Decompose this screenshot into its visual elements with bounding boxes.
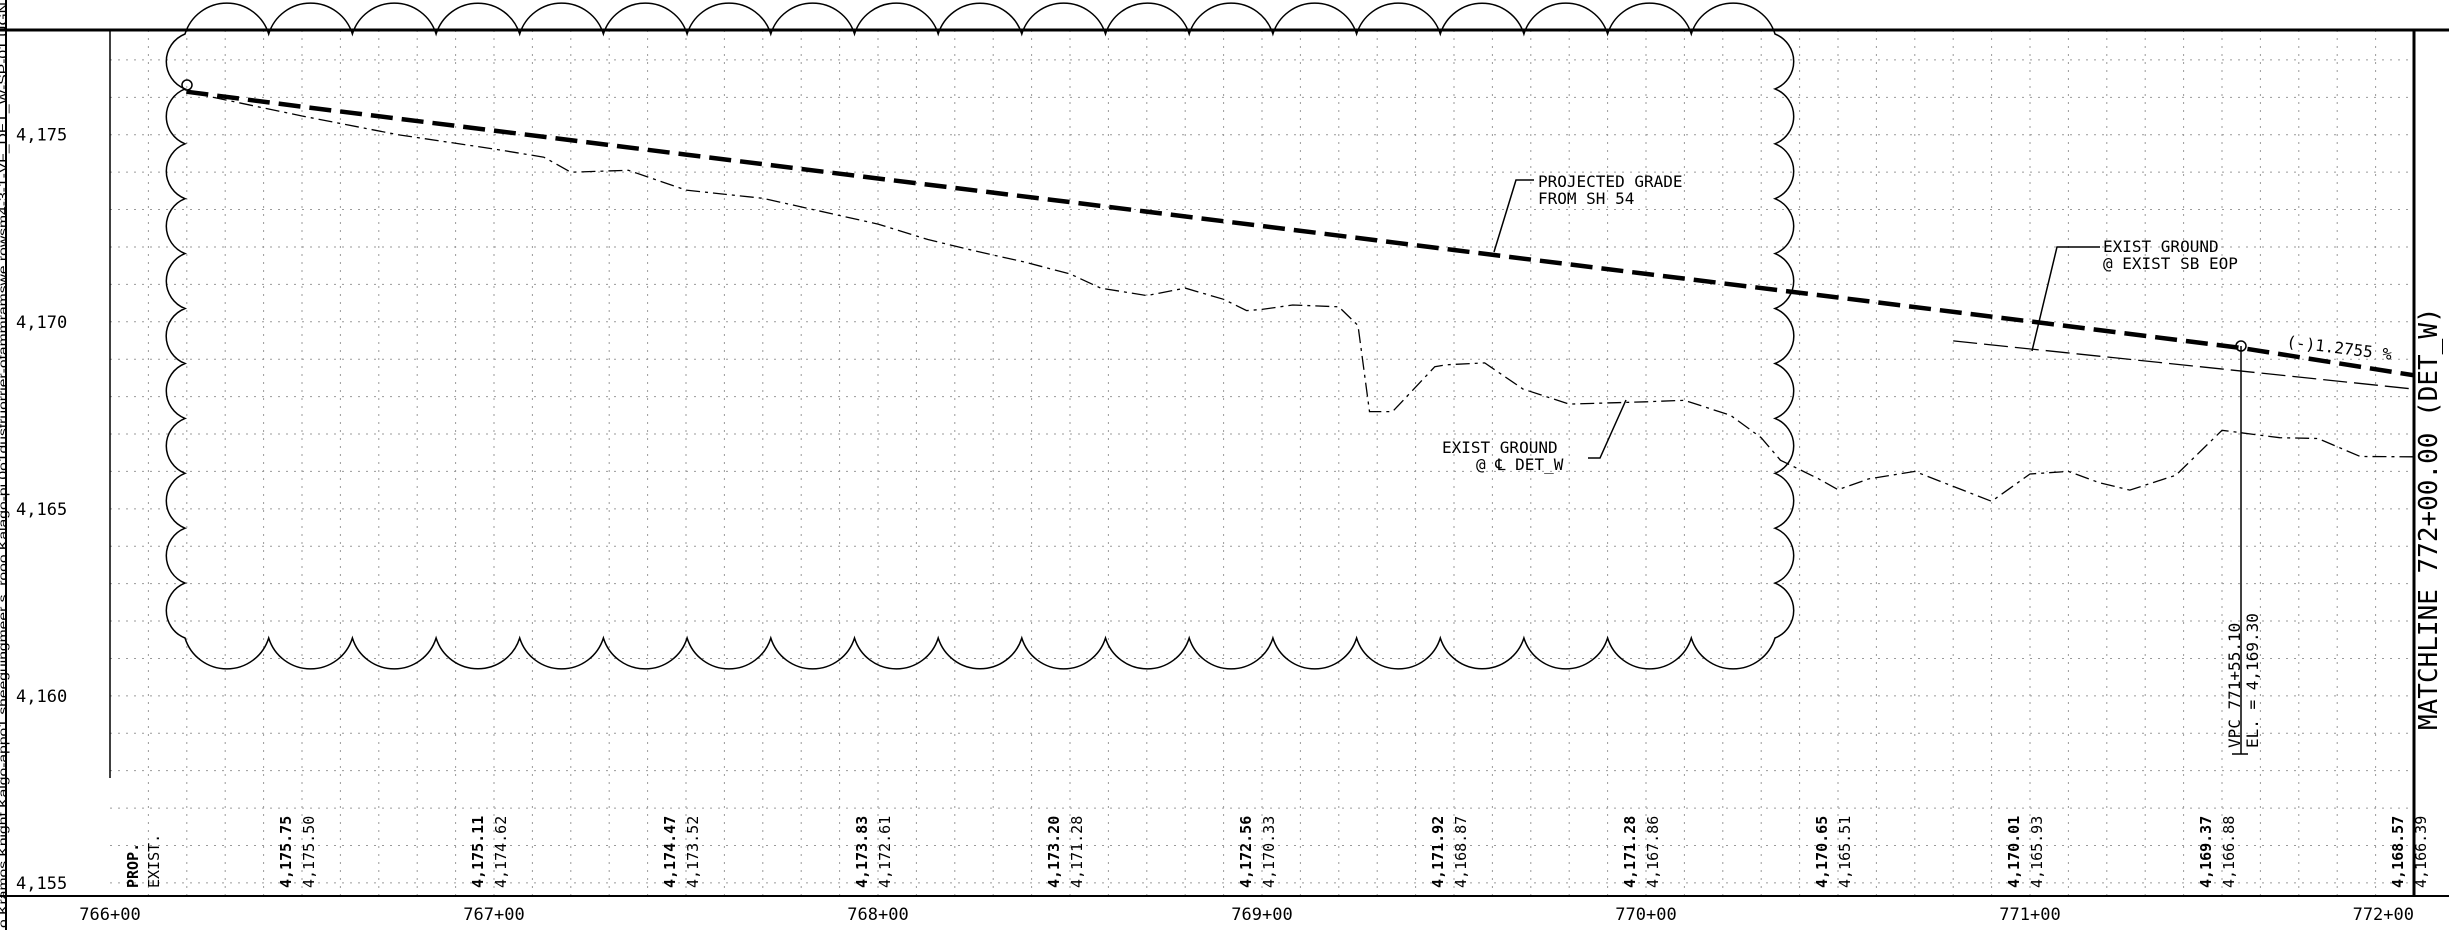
grid-lines — [110, 30, 2414, 896]
proposed-elevation: 4,168.57 — [2389, 816, 2407, 888]
existing-elevation: 4,167.86 — [1644, 816, 1662, 888]
proposed-elevation: 4,175.11 — [469, 816, 487, 888]
x-tick-label: 769+00 — [1231, 905, 1292, 925]
existing-elevation: 4,166.88 — [2220, 816, 2238, 888]
proposed-elevation: 4,170.65 — [1813, 816, 1831, 888]
profile-lines — [186, 89, 2415, 503]
proposed-elevation: 4,173.20 — [1045, 816, 1063, 888]
y-tick-label: 4,165 — [16, 500, 67, 520]
exist-ground-cl-label-1: EXIST GROUND — [1442, 438, 1558, 457]
existing-elevation: 4,166.39 — [2412, 816, 2430, 888]
existing-elevation: 4,173.52 — [684, 816, 702, 888]
proposed-elevation: 4,172.56 — [1237, 816, 1255, 888]
slope-label: (-)1.2755 % — [2286, 332, 2394, 364]
existing-elevation: 4,175.50 — [300, 816, 318, 888]
y-tick-label: 4,170 — [16, 313, 67, 333]
matchline-label: MATCHLINE 772+00.00 (DET_W) — [2414, 307, 2444, 730]
existing-elevation: 4,165.93 — [2028, 816, 2046, 888]
elevation-table: 4,175.75 4,175.50 4,175.11 4,174.62 4,174.47… — [277, 816, 2430, 888]
pvi-start-marker — [181, 79, 193, 91]
projected-grade-label-2: FROM SH 54 — [1538, 189, 1634, 208]
y-tick-label: 4,155 — [16, 874, 67, 894]
existing-elevation: 4,168.87 — [1452, 816, 1470, 888]
series-1-line — [186, 89, 2415, 378]
existing-elevation: 4,165.51 — [1836, 816, 1854, 888]
x-tick-label: 768+00 — [847, 905, 908, 925]
eop-leader — [2031, 246, 2100, 352]
x-tick-label: 770+00 — [1615, 905, 1676, 925]
y-tick-label: 4,160 — [16, 687, 67, 707]
exist-ground-eop-label-2: @ EXIST SB EOP — [2103, 254, 2238, 273]
existing-elevation: 4,171.28 — [1068, 816, 1086, 888]
existing-elevation: 4,172.61 — [876, 816, 894, 888]
existing-elevation: 4,170.33 — [1260, 816, 1278, 888]
projected-grade-leader — [1493, 179, 1534, 253]
proposed-elevation: 4,174.47 — [661, 816, 679, 888]
exist-ground-eop-label-1: EXIST GROUND — [2103, 237, 2219, 256]
row-label-existing: EXIST. — [145, 834, 163, 888]
existing-elevation: 4,174.62 — [492, 816, 510, 888]
proposed-elevation: 4,173.83 — [853, 816, 871, 888]
vpc-elevation-label: EL. = 4,169.30 — [2243, 613, 2262, 748]
x-tick-label: 772+00 — [2353, 905, 2414, 925]
exist-ground-cl-label-2: @ ℄ DET_W — [1476, 455, 1564, 474]
proposed-elevation: 4,170.01 — [2005, 816, 2023, 888]
proposed-elevation: 4,169.37 — [2197, 816, 2215, 888]
y-tick-label: 4,175 — [16, 126, 67, 146]
x-tick-label: 766+00 — [79, 905, 140, 925]
series-2-line — [186, 91, 2415, 503]
x-tick-label: 771+00 — [1999, 905, 2060, 925]
series-3-line — [1953, 340, 2415, 390]
vpc-station-label: VPC 771+55.10 — [2225, 623, 2244, 748]
row-label-proposed: PROP. — [124, 843, 142, 888]
proposed-elevation: 4,171.28 — [1621, 816, 1639, 888]
projected-grade-label-1: PROJECTED GRADE — [1538, 172, 1683, 191]
proposed-elevation: 4,175.75 — [277, 816, 295, 888]
border-path-text: o Kramos Knight Kalgo-appo1 sheeguingmee… — [0, 2, 10, 928]
exist-ground-leader — [1588, 399, 1627, 459]
proposed-elevation: 4,171.92 — [1429, 816, 1447, 888]
x-tick-label: 767+00 — [463, 905, 524, 925]
axis-labels: 4,175 4,170 4,165 4,160 4,155 766+00 767+00 768… — [16, 126, 2414, 925]
revision-cloud — [165, 2, 1795, 670]
